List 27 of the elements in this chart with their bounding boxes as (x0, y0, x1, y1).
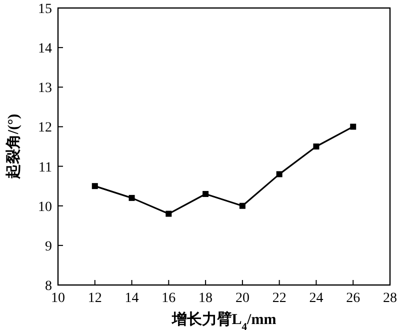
point (202, 190, 209, 197)
x-axis-title: 增长力臂L$_{4}$/mm (170, 310, 277, 330)
x-tick-label: 26 (346, 291, 360, 306)
y-tick-label: 12 (38, 120, 52, 136)
point (276, 171, 282, 178)
y-tick-label: 8 (45, 279, 52, 294)
point (92, 183, 98, 190)
x-tick-label: 24 (309, 291, 324, 306)
y-tick-label: 10 (38, 200, 52, 215)
point (166, 210, 172, 217)
y-axis-title: 起裂角/(°) (5, 114, 22, 180)
y-tick-label: 13 (38, 81, 52, 96)
x-tick-label: 28 (383, 291, 397, 306)
point (239, 202, 246, 209)
x-tick-label: 12 (88, 291, 102, 306)
point (350, 124, 356, 130)
x-tick-label: 20 (235, 291, 250, 306)
x-tick-label: 22 (272, 291, 286, 306)
y-tick-label: 11 (38, 160, 52, 176)
y-tick-label: 9 (45, 239, 52, 254)
x-tick-label: 16 (162, 291, 176, 306)
point (128, 194, 135, 201)
point (313, 144, 320, 150)
y-tick-label: 14 (38, 42, 52, 57)
x-tick-label: 18 (198, 291, 213, 306)
y-tick-label: 15 (38, 2, 52, 17)
x-tick-label: 14 (124, 291, 139, 306)
